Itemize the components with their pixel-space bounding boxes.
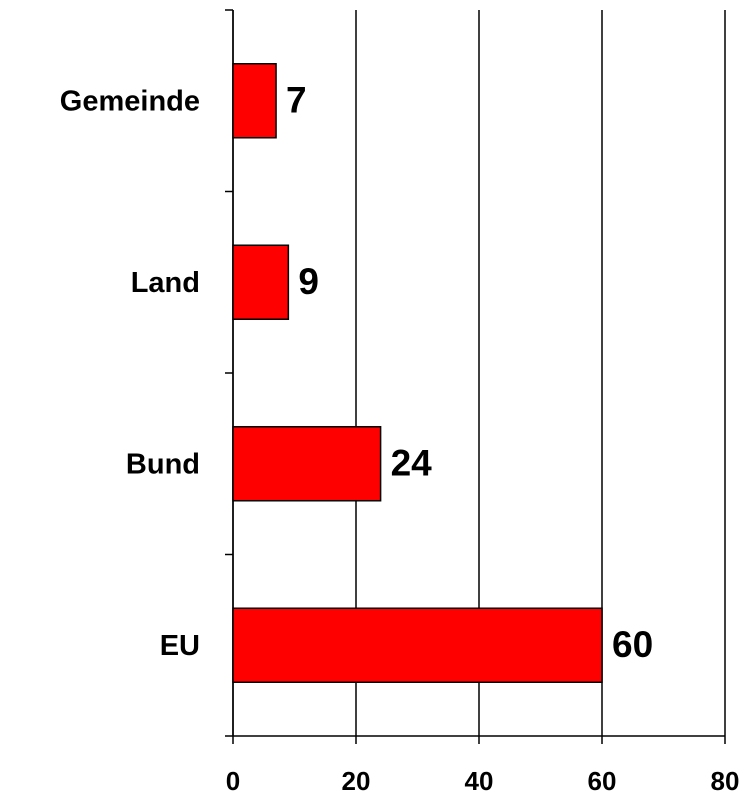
- bar: [232, 607, 603, 683]
- x-tick-label: 0: [226, 766, 240, 796]
- x-tick-label: 40: [465, 766, 494, 796]
- x-tick-label: 60: [588, 766, 617, 796]
- x-tick-label: 20: [342, 766, 371, 796]
- bar: [232, 63, 277, 139]
- y-tick-label: Land: [131, 267, 200, 299]
- y-tick-label: EU: [160, 630, 200, 662]
- data-label: 9: [298, 261, 319, 302]
- bar: [232, 426, 382, 502]
- data-label: 7: [286, 80, 307, 121]
- data-label: 60: [612, 624, 653, 665]
- y-tick-label: Bund: [126, 448, 200, 480]
- data-label: 24: [391, 443, 433, 484]
- y-tick-label: Gemeinde: [60, 85, 200, 117]
- bar: [232, 244, 290, 320]
- x-tick-label: 80: [711, 766, 740, 796]
